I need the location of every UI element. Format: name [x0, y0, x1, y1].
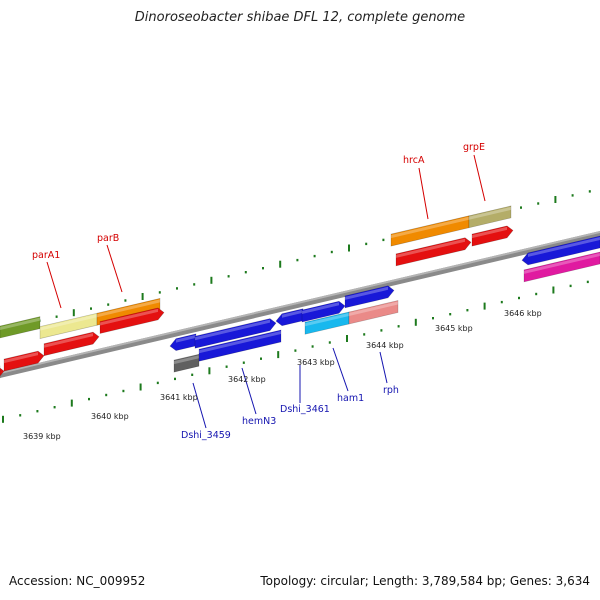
- scale-label: 3640 kbp: [91, 412, 129, 421]
- gene-highlight: [174, 355, 199, 365]
- gene-highlight: [469, 206, 511, 220]
- scale-label: 3641 kbp: [160, 393, 198, 402]
- gene-highlight: [195, 319, 270, 341]
- gene-label-Dshi_3459[interactable]: Dshi_3459: [181, 430, 231, 441]
- gene-rph[interactable]: [348, 300, 399, 325]
- gene-label-grpE[interactable]: grpE: [463, 142, 485, 153]
- label-callout-line: [379, 351, 388, 384]
- label-callout-line: [473, 154, 486, 202]
- gene-feature[interactable]: [194, 318, 277, 349]
- gene-label-rph[interactable]: rph: [383, 385, 399, 396]
- gene-label-hemN3[interactable]: hemN3: [242, 416, 276, 427]
- gene-highlight: [396, 238, 465, 258]
- scale-label: 3644 kbp: [366, 341, 404, 350]
- gene-feature[interactable]: [0, 365, 5, 379]
- gene-Dshi_3459[interactable]: [173, 353, 200, 373]
- scale-label: 3646 kbp: [504, 309, 542, 318]
- gene-label-Dshi_3461[interactable]: Dshi_3461: [280, 404, 330, 415]
- gene-label-hrcA[interactable]: hrcA: [403, 155, 425, 166]
- gene-highlight: [100, 308, 158, 326]
- gene-grpE[interactable]: [468, 205, 512, 229]
- gene-highlight: [472, 226, 507, 239]
- genome-backbone: [0, 231, 600, 378]
- gene-feature[interactable]: [521, 235, 600, 266]
- scale-label: 3645 kbp: [435, 324, 473, 333]
- gene-feature[interactable]: [395, 237, 472, 267]
- gene-highlight: [302, 302, 339, 314]
- accession-text: Accession: NC_009952: [9, 574, 146, 588]
- lower-tick-track: [2, 280, 589, 423]
- gene-highlight: [199, 331, 281, 354]
- gene-highlight: [524, 253, 600, 274]
- label-callouts: [46, 154, 486, 429]
- label-callout-line: [241, 367, 257, 415]
- gene-feature[interactable]: [471, 225, 514, 247]
- scale-label: 3639 kbp: [23, 432, 61, 441]
- gene-feature[interactable]: [99, 307, 165, 334]
- gene-hemN3[interactable]: [198, 329, 282, 362]
- gene-label-ham1[interactable]: ham1: [337, 393, 364, 404]
- gene-highlight: [0, 317, 40, 330]
- gene-labels: parA1 parB hrcA grpE Dshi_3459 hemN3 Dsh…: [32, 142, 485, 441]
- label-callout-line: [192, 382, 207, 429]
- genome-summary-text: Topology: circular; Length: 3,789,584 bp…: [260, 574, 590, 588]
- label-callout-line: [418, 167, 429, 220]
- gene-feature[interactable]: [3, 350, 45, 372]
- scale-labels: 3639 kbp 3640 kbp 3641 kbp 3642 kbp 3643…: [23, 309, 542, 441]
- gene-highlight: [176, 334, 196, 343]
- gene-highlight: [349, 301, 398, 316]
- genome-title: Dinoroseobacter shibae DFL 12, complete …: [134, 10, 466, 25]
- gene-highlight: [40, 314, 97, 331]
- gene-parA1[interactable]: [43, 331, 100, 357]
- gene-highlight: [345, 286, 388, 300]
- label-callout-line: [332, 347, 349, 392]
- scale-label: 3643 kbp: [297, 358, 335, 367]
- gene-highlight: [305, 313, 349, 327]
- gene-highlight: [4, 352, 38, 364]
- scale-label: 3642 kbp: [228, 375, 266, 384]
- gene-highlight: [528, 237, 600, 257]
- gene-highlight: [97, 299, 160, 318]
- gene-highlight: [44, 333, 93, 348]
- gene-label-parB[interactable]: parB: [97, 233, 119, 244]
- label-callout-line: [106, 244, 123, 293]
- gene-feature[interactable]: [523, 251, 600, 283]
- gene-highlight: [391, 216, 469, 239]
- label-callout-line: [46, 261, 62, 309]
- gene-feature[interactable]: [344, 285, 395, 309]
- gene-highlight: [282, 309, 303, 318]
- gene-features: [0, 205, 600, 379]
- gene-feature[interactable]: [301, 300, 346, 323]
- gene-label-parA1[interactable]: parA1: [32, 250, 60, 261]
